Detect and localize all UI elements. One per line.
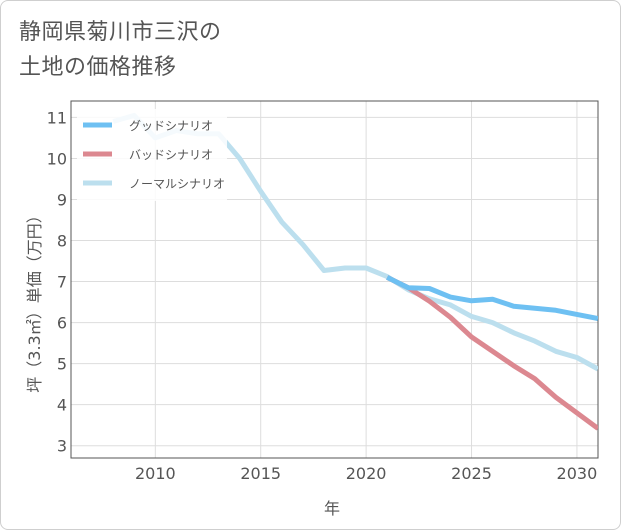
series-line-bad	[386, 275, 598, 431]
tick-labels: 3 4 5 6 7 8 9 10 11 2010 2015 2020 2025 2030	[47, 108, 598, 483]
x-tick-label-2010: 2010	[135, 464, 176, 483]
y-tick-label-10: 10	[47, 149, 67, 168]
x-tick-label-2030: 2030	[557, 464, 598, 483]
legend-label-normal: ノーマルシナリオ	[129, 177, 225, 191]
y-tick-label-9: 9	[57, 190, 67, 209]
y-tick-label-6: 6	[57, 314, 67, 333]
x-tick-label-2020: 2020	[346, 464, 387, 483]
y-tick-label-8: 8	[57, 232, 67, 251]
legend-label-good: グッドシナリオ	[129, 119, 213, 133]
y-tick-label-3: 3	[57, 437, 67, 456]
legend-label-bad: バッドシナリオ	[129, 148, 213, 162]
plot-frame	[70, 100, 599, 459]
chart-title: 静岡県菊川市三沢の 土地の価格推移	[19, 15, 222, 85]
chart-title-line-1: 静岡県菊川市三沢の	[19, 20, 222, 45]
x-axis-label: 年	[324, 499, 340, 518]
x-tick-label-2025: 2025	[451, 464, 492, 483]
y-tick-label-4: 4	[57, 396, 67, 415]
chart-title-line-2: 土地の価格推移	[19, 55, 177, 80]
x-tick-label-2015: 2015	[240, 464, 281, 483]
y-axis-label: 坪（3.3㎡）単価（万円）	[25, 207, 44, 392]
y-tick-label-5: 5	[57, 355, 67, 374]
y-tick-label-11: 11	[47, 108, 67, 127]
y-tick-label-7: 7	[57, 273, 67, 292]
series-line-good	[386, 275, 598, 321]
axes	[70, 100, 599, 459]
